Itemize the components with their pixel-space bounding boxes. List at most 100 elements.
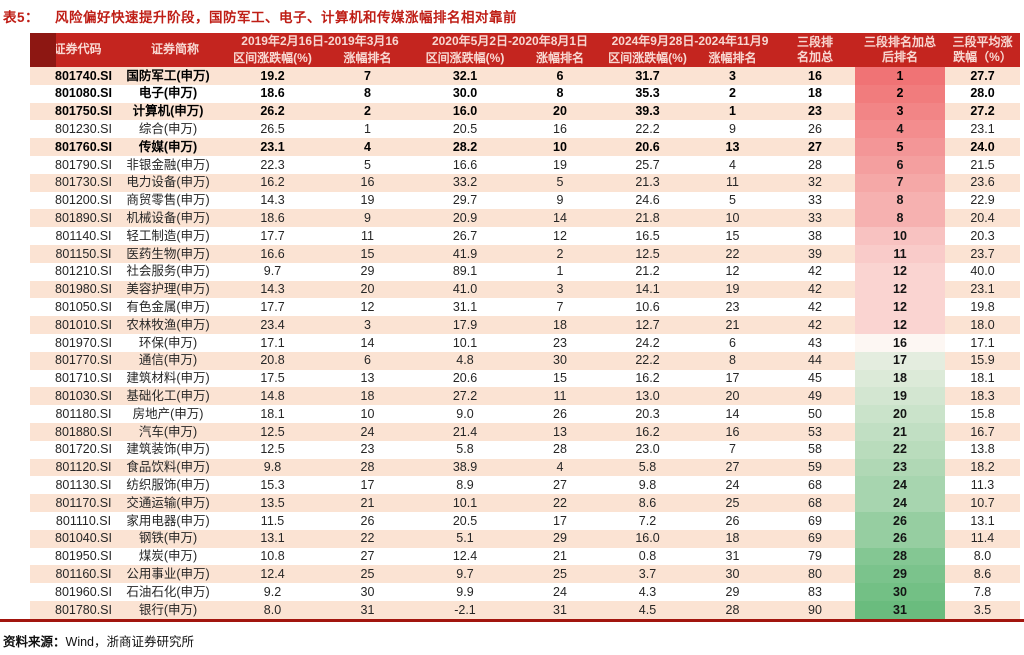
cell-rank-2019: 1 bbox=[364, 122, 371, 137]
cell-name: 建筑材料(申万) bbox=[126, 371, 210, 386]
cell-change-2020: 20.5 bbox=[452, 513, 478, 528]
cell-avg-change: 7.8 bbox=[973, 584, 992, 599]
cell-rank-2024: 5 bbox=[729, 193, 736, 208]
cell-change-2024: 16.0 bbox=[605, 529, 690, 548]
cell-code: 801160.SI bbox=[30, 565, 125, 584]
cell-avg-change: 27.7 bbox=[945, 67, 1020, 85]
cell-rank-2019: 3 bbox=[320, 316, 415, 334]
cell-code: 801200.SI bbox=[55, 193, 112, 208]
cell-final-rank: 28 bbox=[855, 547, 945, 566]
cell-change-2020: 28.2 bbox=[415, 138, 515, 156]
cell-rank-2019: 21 bbox=[320, 494, 415, 512]
cell-rank-2020: 27 bbox=[553, 477, 567, 492]
cell-change-2020: 30.0 bbox=[452, 86, 478, 101]
cell-name: 家用电器(申万) bbox=[126, 513, 210, 528]
cell-code: 801980.SI bbox=[30, 280, 125, 299]
cell-change-2024: 8.6 bbox=[605, 494, 690, 512]
header-left-cap bbox=[30, 33, 56, 67]
cell-avg-change: 19.8 bbox=[970, 300, 995, 314]
col-header-change-2019: 区间涨跌幅(%) bbox=[225, 50, 320, 67]
col-header-avg-change: 三段平均涨跌幅（%） bbox=[945, 33, 1020, 67]
cell-change-2020: 5.1 bbox=[415, 529, 515, 548]
cell-avg-change: 23.1 bbox=[945, 280, 1020, 299]
cell-rank-2019: 16 bbox=[320, 173, 415, 192]
cell-final-rank: 18 bbox=[855, 369, 945, 388]
cell-change-2024: 12.5 bbox=[605, 244, 690, 263]
cell-change-2019: 17.1 bbox=[260, 335, 285, 350]
cell-change-2019: 12.4 bbox=[225, 565, 320, 584]
cell-rank-sum: 68 bbox=[775, 494, 855, 512]
cell-avg-change: 15.9 bbox=[945, 351, 1020, 370]
cell-rank-2019: 15 bbox=[320, 244, 415, 263]
cell-name: 房地产(申万) bbox=[132, 406, 204, 421]
cell-change-2019: 20.8 bbox=[225, 351, 320, 370]
cell-final-rank: 11 bbox=[855, 244, 945, 263]
cell-avg-change: 20.4 bbox=[945, 209, 1020, 228]
table-row: 801790.SI 非银金融(申万) 22.3 5 16.6 19 25.7 4 28 6 21.5 bbox=[30, 155, 1020, 174]
cell-rank-sum: 45 bbox=[808, 371, 822, 386]
cell-code: 801030.SI bbox=[30, 387, 125, 406]
table-row: 801730.SI 电力设备(申万) 16.2 16 33.2 5 21.3 11 32 7 23.… bbox=[30, 173, 1020, 192]
cell-rank-2020: 16 bbox=[553, 122, 567, 137]
cell-code: 801720.SI bbox=[55, 442, 112, 457]
cell-avg-change: 28.0 bbox=[970, 86, 995, 101]
cell-change-2024: 9.8 bbox=[638, 477, 657, 492]
cell-rank-sum: 69 bbox=[775, 529, 855, 548]
cell-final-rank: 8 bbox=[855, 191, 945, 210]
cell-change-2024: 0.8 bbox=[638, 549, 657, 564]
col-header-rank-sum: 三段排名加总 bbox=[775, 33, 855, 67]
cell-avg-change: 15.8 bbox=[970, 406, 995, 421]
cell-change-2024: 20.6 bbox=[605, 138, 690, 156]
table-body: 801740.SI 国防军工(申万) 19.2 7 32.1 6 31.7 3 16 1 27.7 8… bbox=[30, 67, 1020, 619]
cell-rank-2020: 19 bbox=[553, 157, 567, 172]
cell-rank-2024: 2 bbox=[729, 86, 736, 101]
cell-rank-2024: 13 bbox=[690, 138, 775, 156]
cell-change-2019: 17.7 bbox=[260, 228, 285, 243]
cell-name: 国防军工(申万) bbox=[125, 67, 225, 85]
cell-avg-change: 18.1 bbox=[970, 371, 995, 386]
cell-change-2020: 32.1 bbox=[415, 67, 515, 85]
table-row: 801880.SI 汽车(申万) 12.5 24 21.4 13 16.2 16 53 21 16.… bbox=[30, 422, 1020, 441]
cell-rank-2024: 7 bbox=[729, 442, 736, 457]
cell-avg-change: 23.6 bbox=[945, 173, 1020, 192]
cell-rank-2020: 17 bbox=[553, 513, 567, 528]
cell-name: 环保(申万) bbox=[138, 335, 198, 350]
cell-rank-2024: 31 bbox=[725, 549, 740, 564]
table-row: 801720.SI 建筑装饰(申万) 12.5 23 5.8 28 23.0 7 58 22 13.… bbox=[30, 440, 1020, 459]
cell-change-2024: 13.0 bbox=[605, 387, 690, 406]
cell-avg-change: 21.5 bbox=[970, 157, 995, 172]
table-row: 801110.SI 家用电器(申万) 11.5 26 20.5 17 7.2 26 69 26 13… bbox=[30, 511, 1020, 530]
cell-rank-2024: 6 bbox=[729, 335, 736, 350]
cell-final-rank: 7 bbox=[855, 173, 945, 192]
cell-avg-change: 27.2 bbox=[945, 102, 1020, 121]
cell-rank-sum: 39 bbox=[775, 244, 855, 263]
table-title-text: 风险偏好快速提升阶段，国防军工、电子、计算机和传媒涨幅排名相对靠前 bbox=[55, 10, 518, 25]
table-row: 801120.SI 食品饮料(申万) 9.8 28 38.9 4 5.8 27 59 23 18.2 bbox=[30, 458, 1020, 477]
table-row: 801130.SI 纺织服饰(申万) 15.3 17 8.9 27 9.8 24 68 24 11.… bbox=[30, 476, 1020, 495]
cell-rank-2019: 27 bbox=[360, 549, 375, 564]
cell-rank-2024: 12 bbox=[725, 264, 740, 279]
cell-avg-change: 8.6 bbox=[945, 565, 1020, 584]
cell-change-2019: 22.3 bbox=[260, 157, 285, 172]
cell-final-rank: 19 bbox=[855, 387, 945, 406]
cell-change-2019: 9.2 bbox=[263, 584, 282, 599]
cell-code: 801760.SI bbox=[30, 138, 125, 156]
cell-code: 801740.SI bbox=[30, 67, 125, 85]
cell-rank-2020: 23 bbox=[553, 335, 567, 350]
cell-avg-change: 16.7 bbox=[945, 422, 1020, 441]
cell-change-2019: 13.5 bbox=[225, 494, 320, 512]
table-title-label: 表5： bbox=[3, 10, 40, 25]
cell-rank-2019: 8 bbox=[364, 86, 371, 101]
cell-rank-2019: 18 bbox=[320, 387, 415, 406]
cell-rank-2020: 20 bbox=[515, 102, 605, 121]
cell-avg-change: 22.9 bbox=[970, 193, 995, 208]
cell-change-2024: 24.6 bbox=[635, 193, 660, 208]
cell-final-rank: 22 bbox=[855, 440, 945, 459]
cell-change-2020: 33.2 bbox=[415, 173, 515, 192]
cell-rank-2020: 3 bbox=[515, 280, 605, 299]
cell-code: 801120.SI bbox=[30, 458, 125, 477]
table-row: 801080.SI 电子(申万) 18.6 8 30.0 8 35.3 2 18 2 28.0 bbox=[30, 84, 1020, 103]
cell-rank-2019: 20 bbox=[320, 280, 415, 299]
cell-change-2019: 26.2 bbox=[225, 102, 320, 121]
cell-code: 801880.SI bbox=[30, 422, 125, 441]
